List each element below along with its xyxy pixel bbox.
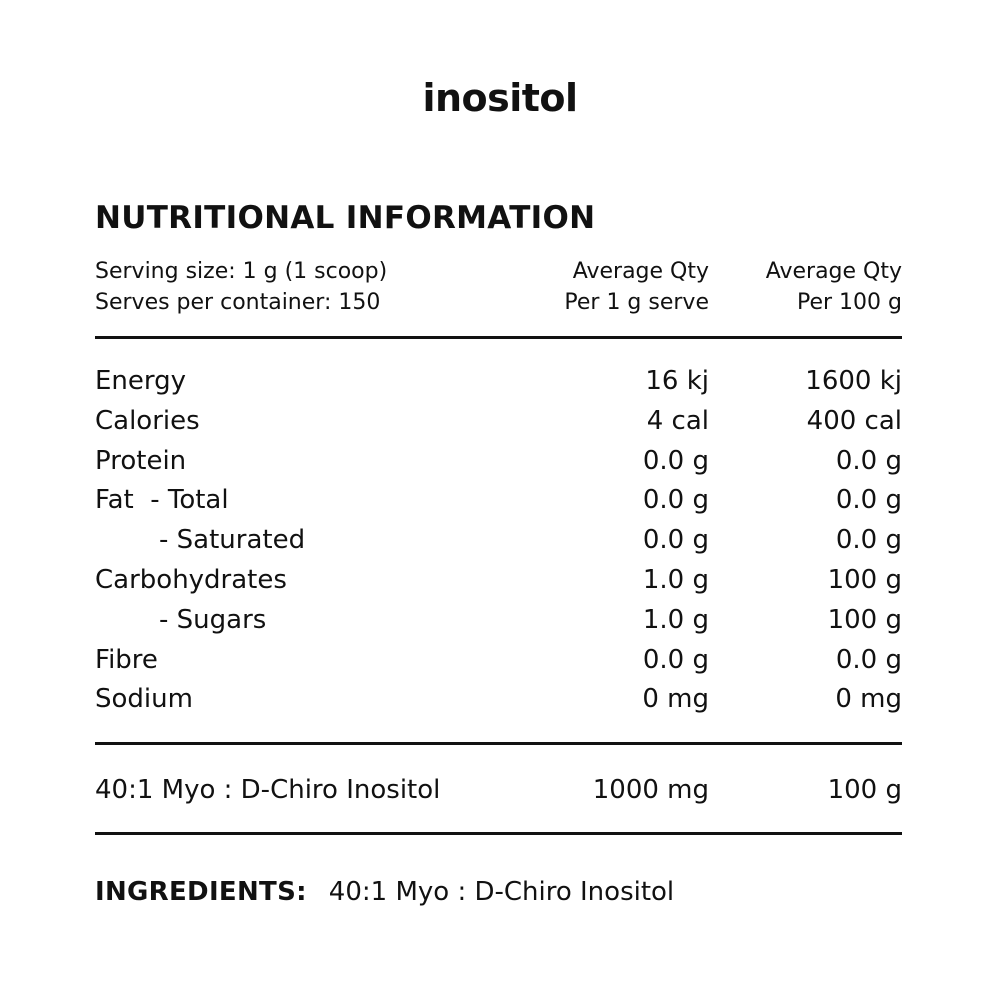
value-per-serve: 0.0 g	[642, 525, 709, 556]
value-per-100g: 0.0 g	[835, 445, 902, 476]
serves-per-container: Serves per container: 150	[95, 290, 381, 315]
serving-size: Serving size: 1 g (1 scoop)	[95, 259, 388, 284]
nutrient-label: Energy	[95, 366, 187, 396]
nutrient-label: Fibre	[95, 644, 158, 675]
table-row: Energy 16 kj 1600 kj	[95, 362, 902, 402]
nutrient-label: Calories	[95, 405, 200, 436]
nutrient-table: Energy 16 kj 1600 kj Calories 4 cal 400 …	[95, 362, 902, 720]
nutrient-sublabel: - Sugars	[159, 604, 267, 635]
value-per-serve: 0.0 g	[642, 445, 709, 476]
divider-middle	[95, 742, 902, 745]
nutrient-label: Protein	[95, 445, 187, 476]
value-per-100g: 100 g	[827, 604, 902, 635]
value-per-100g: 400 cal	[806, 405, 902, 436]
nutrient-label: Fat - Total	[95, 485, 229, 516]
nutrient-label: Carbohydrates	[95, 564, 287, 595]
table-row: Fat - Total 0.0 g 0.0 g	[95, 481, 902, 521]
table-row: Protein 0.0 g 0.0 g	[95, 442, 902, 482]
value-per-100g: 1600 kj	[805, 366, 902, 396]
column-header-per-serve: Average Qty Per 1 g serve	[564, 256, 709, 318]
column-header-per-serve-line2: Per 1 g serve	[564, 290, 709, 315]
value-per-serve: 0 mg	[642, 684, 709, 715]
value-per-serve: 1.0 g	[642, 564, 709, 595]
divider-bottom	[95, 832, 902, 835]
nutrient-sublabel: - Saturated	[159, 525, 306, 556]
active-per-100g: 100 g	[827, 775, 902, 805]
brand-logo: inositol	[422, 76, 578, 120]
value-per-100g: 0.0 g	[835, 525, 902, 556]
column-header-per-100g-line2: Per 100 g	[796, 290, 902, 315]
value-per-100g: 0.0 g	[835, 644, 902, 675]
table-row: - Saturated 0.0 g 0.0 g	[95, 521, 902, 561]
ingredients-line: INGREDIENTS: 40:1 Myo : D-Chiro Inositol	[95, 872, 674, 912]
ingredients-text: 40:1 Myo : D-Chiro Inositol	[328, 877, 675, 907]
column-header-per-serve-line1: Average Qty	[572, 259, 709, 284]
table-row: Carbohydrates 1.0 g 100 g	[95, 561, 902, 601]
divider-top	[95, 336, 902, 339]
nutrient-label: Sodium	[95, 684, 193, 715]
ingredients-label: INGREDIENTS:	[95, 877, 307, 907]
value-per-100g: 0.0 g	[835, 485, 902, 516]
active-ingredient-row: 40:1 Myo : D-Chiro Inositol 1000 mg 100 …	[95, 770, 902, 810]
table-row: - Sugars 1.0 g 100 g	[95, 601, 902, 641]
value-per-serve: 1.0 g	[642, 604, 709, 635]
value-per-100g: 100 g	[827, 564, 902, 595]
table-row: Calories 4 cal 400 cal	[95, 402, 902, 442]
value-per-100g: 0 mg	[835, 684, 902, 715]
value-per-serve: 0.0 g	[642, 485, 709, 516]
active-ingredient-label: 40:1 Myo : D-Chiro Inositol	[95, 775, 441, 805]
column-header-per-100g: Average Qty Per 100 g	[766, 256, 902, 318]
value-per-serve: 16 kj	[645, 366, 709, 396]
active-per-serve: 1000 mg	[592, 775, 709, 805]
column-header-per-100g-line1: Average Qty	[765, 259, 902, 284]
table-row: Fibre 0.0 g 0.0 g	[95, 641, 902, 681]
section-title: NUTRITIONAL INFORMATION	[95, 200, 596, 236]
value-per-serve: 0.0 g	[642, 644, 709, 675]
table-header: Serving size: 1 g (1 scoop) Serves per c…	[95, 256, 902, 320]
value-per-serve: 4 cal	[646, 405, 709, 436]
table-row: Sodium 0 mg 0 mg	[95, 680, 902, 720]
serving-info: Serving size: 1 g (1 scoop) Serves per c…	[95, 256, 387, 318]
